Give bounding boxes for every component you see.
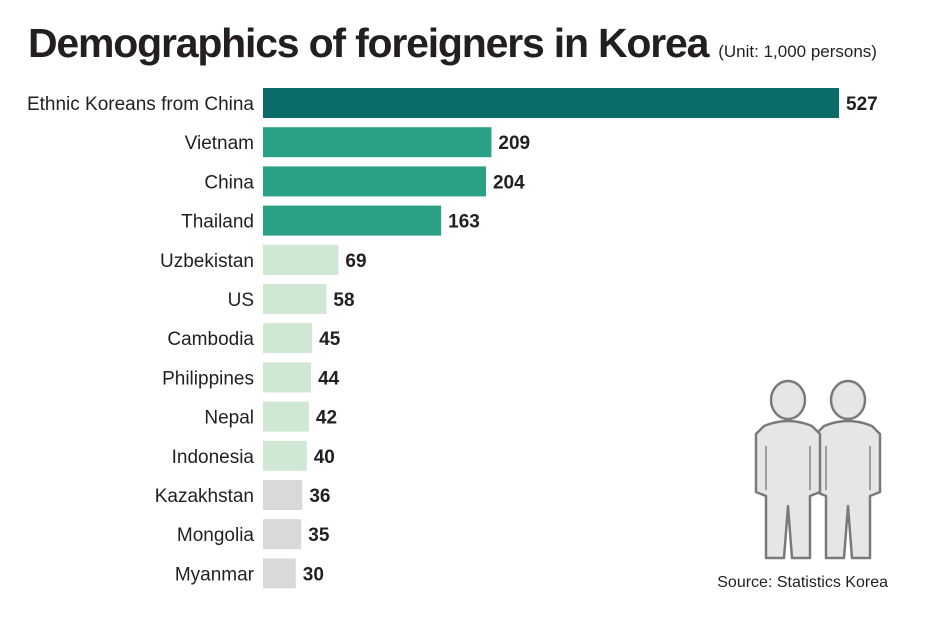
bar-philippines [263,362,312,393]
value-label-thailand: 163 [448,212,480,233]
value-label-vietnam: 209 [498,133,530,154]
category-label-uzbekistan: Uzbekistan [160,251,254,272]
bar-china [263,166,486,197]
category-label-us: US [228,290,254,311]
bar-thailand [263,205,442,236]
bar-cambodia [263,323,313,354]
value-label-us: 58 [333,290,354,311]
source-note: Source: Statistics Korea [717,574,888,591]
chart-title: Demographics of foreigners in Korea [28,20,709,66]
bar-myanmar [263,558,296,589]
category-label-cambodia: Cambodia [167,329,254,350]
category-label-china: China [204,172,254,193]
category-label-ethnic-koreans-from-china: Ethnic Koreans from China [27,94,254,115]
value-label-philippines: 44 [318,368,340,389]
category-label-vietnam: Vietnam [185,133,254,154]
bar-uzbekistan [263,244,339,275]
category-label-thailand: Thailand [181,212,254,233]
value-label-myanmar: 30 [303,564,324,585]
title-row: Demographics of foreigners in Korea (Uni… [28,20,877,80]
category-label-kazakhstan: Kazakhstan [155,486,254,507]
bar-nepal [263,401,309,432]
bar-indonesia [263,440,307,471]
value-label-mongolia: 35 [308,525,330,546]
people-icon [754,379,882,560]
category-label-indonesia: Indonesia [172,447,255,468]
category-label-nepal: Nepal [204,408,254,429]
value-label-uzbekistan: 69 [345,251,366,272]
category-label-mongolia: Mongolia [177,525,255,546]
category-label-philippines: Philippines [162,368,254,389]
bar-ethnic-koreans-from-china [263,88,839,118]
unit-label: (Unit: 1,000 persons) [718,42,877,61]
value-label-cambodia: 45 [319,329,341,350]
category-label-myanmar: Myanmar [175,564,255,585]
bar-us [263,284,327,314]
value-label-indonesia: 40 [314,447,335,468]
value-label-china: 204 [493,172,525,193]
value-label-ethnic-koreans-from-china: 527 [846,94,878,115]
value-label-nepal: 42 [316,408,337,429]
bar-kazakhstan [263,480,303,510]
bar-mongolia [263,519,302,550]
value-label-kazakhstan: 36 [309,486,330,507]
bar-vietnam [263,127,492,158]
